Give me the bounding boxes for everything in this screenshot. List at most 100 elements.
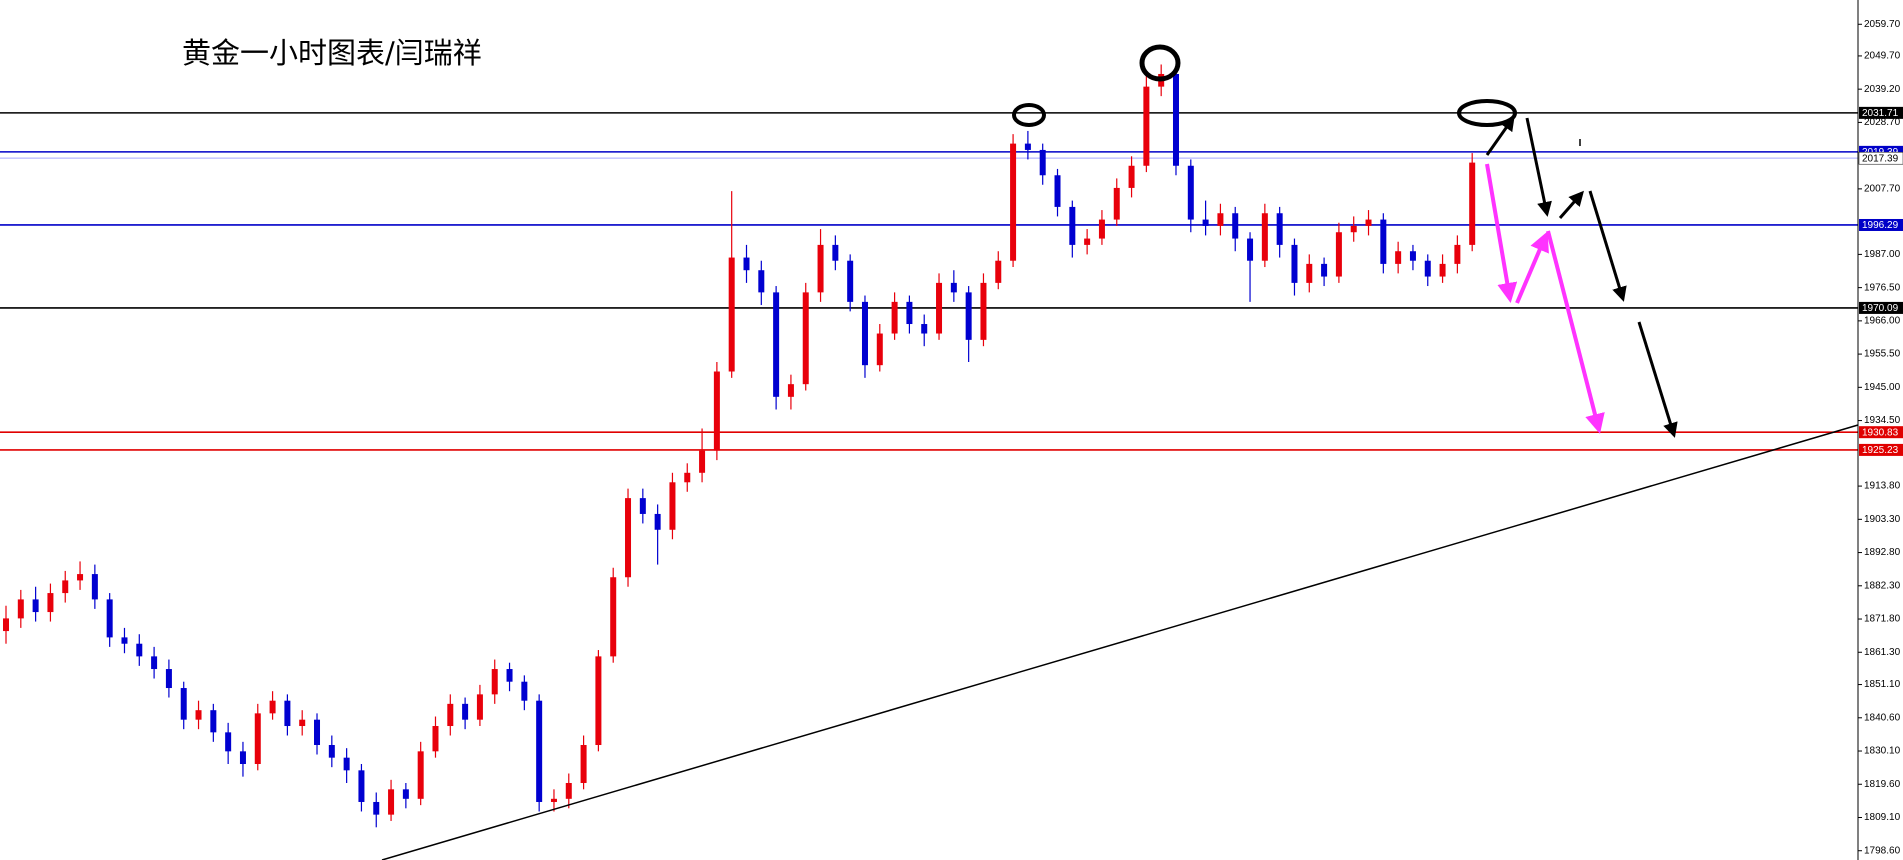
candle-body xyxy=(210,710,217,733)
y-tick-label: 1987.00 xyxy=(1864,249,1901,260)
y-tick-label: 1976.50 xyxy=(1864,282,1901,293)
arrow xyxy=(1485,115,1515,156)
candle-body xyxy=(62,580,69,594)
chart-title: 黄金一小时图表/闫瑞祥 xyxy=(182,36,482,70)
arrow xyxy=(1546,230,1605,434)
candle-body xyxy=(1261,213,1268,261)
y-tick-label: 1882.30 xyxy=(1864,580,1901,591)
candle-body xyxy=(402,789,409,799)
candle-body xyxy=(1202,219,1209,226)
y-tick-label: 1913.80 xyxy=(1864,481,1901,492)
candle-body xyxy=(965,292,972,340)
y-tick-label: 1851.10 xyxy=(1864,679,1901,690)
candle-body xyxy=(432,726,439,752)
candle-body xyxy=(936,282,943,334)
candle-body xyxy=(728,257,735,372)
candle-body xyxy=(195,710,202,720)
candle-body xyxy=(284,700,291,727)
y-tick-label: 1955.50 xyxy=(1864,349,1901,360)
candle-body xyxy=(17,599,24,619)
y-tick-label: 1945.00 xyxy=(1864,382,1901,393)
candle-body xyxy=(299,719,306,727)
candle-body xyxy=(106,599,113,638)
candle-body xyxy=(639,498,646,514)
candle-body xyxy=(165,669,172,689)
candle-body xyxy=(373,801,380,815)
candle-body xyxy=(1365,219,1372,226)
candle-body xyxy=(254,713,261,764)
candle-body xyxy=(47,593,54,613)
candle-body xyxy=(521,681,528,701)
candle-body xyxy=(1172,73,1179,166)
candle-body xyxy=(595,656,602,746)
arrow xyxy=(1637,321,1678,438)
candle-body xyxy=(610,577,617,657)
arrow xyxy=(1588,190,1627,302)
candle-body xyxy=(743,257,750,271)
candle-body xyxy=(1187,165,1194,220)
candle-body xyxy=(580,745,587,783)
candle-body xyxy=(1291,244,1298,283)
candle-body xyxy=(699,450,706,473)
candle-body xyxy=(550,798,557,802)
candle-body xyxy=(802,292,809,385)
arrow xyxy=(1525,117,1552,217)
candle-body xyxy=(239,751,246,764)
candle-body xyxy=(3,618,9,632)
candle-body xyxy=(995,260,1002,283)
arrow xyxy=(1515,231,1549,304)
candle-body xyxy=(906,301,913,325)
level-label-box xyxy=(1859,106,1903,119)
candle-body xyxy=(388,789,395,815)
candle-body xyxy=(1039,149,1046,176)
level-label-box xyxy=(1859,443,1903,456)
candle-body xyxy=(669,482,676,530)
candle-body xyxy=(328,745,335,758)
candle-body xyxy=(832,244,839,261)
level-label-box xyxy=(1859,218,1903,231)
candle-body xyxy=(1084,238,1091,245)
candle-body xyxy=(1335,232,1342,277)
y-tick-label: 1871.80 xyxy=(1864,614,1901,625)
candle-body xyxy=(1276,213,1283,245)
candle-body xyxy=(847,260,854,302)
y-tick-label: 1819.60 xyxy=(1864,779,1901,790)
candle-body xyxy=(758,270,765,293)
candle-body xyxy=(314,719,321,746)
candle-body xyxy=(491,669,498,695)
candle-body xyxy=(447,703,454,727)
candle-body xyxy=(121,637,128,644)
candle-body xyxy=(654,513,661,530)
level-label: 1925.23 xyxy=(1862,445,1899,456)
candle-body xyxy=(1113,187,1120,220)
candle-body xyxy=(1128,165,1135,188)
candle-body xyxy=(91,574,98,600)
candle-body xyxy=(1409,251,1416,261)
y-tick-label: 1903.30 xyxy=(1864,514,1901,525)
candle-body xyxy=(417,751,424,799)
y-tick-label: 2059.70 xyxy=(1864,19,1901,30)
candle-body xyxy=(151,656,158,670)
y-tick-label: 1966.00 xyxy=(1864,316,1901,327)
candle-body xyxy=(773,292,780,397)
level-label: 1930.83 xyxy=(1862,427,1899,438)
candle-body xyxy=(506,669,513,682)
candle-body xyxy=(1010,143,1017,261)
level-label-box xyxy=(1859,426,1903,439)
candle-body xyxy=(358,770,365,802)
y-tick-label: 2049.70 xyxy=(1864,51,1901,62)
y-tick-label: 1830.10 xyxy=(1864,746,1901,757)
candle-body xyxy=(1321,263,1328,277)
level-label: 2031.71 xyxy=(1862,108,1899,119)
plot-area xyxy=(0,64,1858,828)
candle-body xyxy=(269,700,276,714)
candle-body xyxy=(565,782,572,799)
candle-body xyxy=(1247,238,1254,261)
candle-body xyxy=(1350,225,1357,233)
candle-body xyxy=(891,301,898,334)
candle-body xyxy=(1098,219,1105,239)
candle-body xyxy=(462,703,469,720)
y-tick-label: 1934.50 xyxy=(1864,415,1901,426)
candle-body xyxy=(343,757,350,771)
